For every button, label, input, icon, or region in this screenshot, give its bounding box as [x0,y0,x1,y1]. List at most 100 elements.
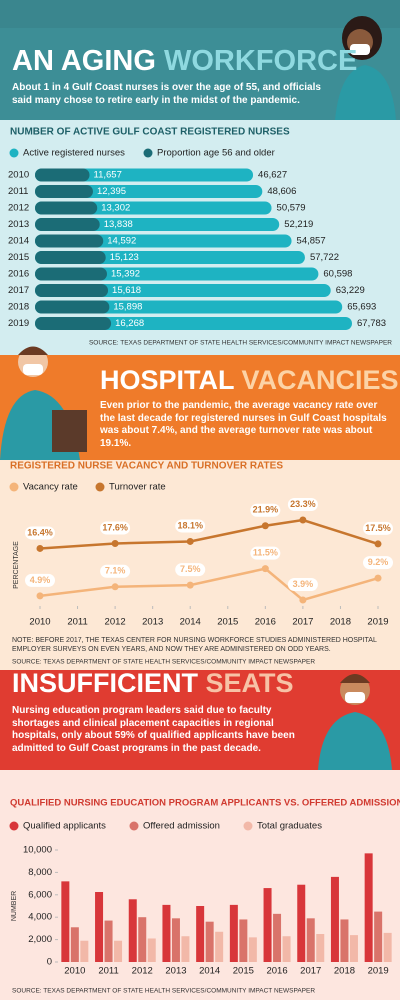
bar [205,921,214,962]
heading-part: SEATS [206,668,294,698]
bar [35,284,331,297]
bar [171,918,180,962]
y-tick-label: 2014 [8,236,29,247]
heading: HOSPITAL VACANCIES [100,365,399,395]
value-label: 14,592 [107,236,136,247]
value-label: 21.9% [253,505,279,515]
legend-swatch [9,148,19,158]
bar [95,892,104,962]
value-label: 7.5% [180,564,201,574]
line [39,567,379,602]
y-tick-label: 0 [47,957,52,968]
legend-label: Proportion age 56 and older [157,148,275,159]
value-label: 15,618 [112,285,141,296]
label-box [250,546,281,560]
bar [306,918,315,962]
intro: About 1 in 4 Gulf Coast nurses is over t… [12,82,321,106]
x-tick-label: 2015 [217,617,238,628]
legend-swatch [243,821,253,831]
value-label: 4.9% [30,575,51,585]
y-tick-label: 2012 [8,203,29,214]
bar [297,884,306,962]
bar [282,936,291,962]
value-label: 48,606 [267,186,296,197]
bar [35,168,254,182]
note: NOTE: BEFORE 2017, THE TEXAS CENTER FOR … [12,637,377,653]
value-label: 52,219 [284,219,313,230]
legend-label: Qualified applicants [23,821,106,832]
bar [138,917,147,962]
value-label: 11,657 [94,170,122,181]
bar [340,919,349,962]
legend-swatch [129,821,139,831]
x-tick-label: 2018 [330,617,351,628]
bar [263,888,272,962]
value-label: 17.6% [102,522,128,532]
y-tick-label: 8,000 [28,867,52,878]
label-box [175,519,206,533]
bar [35,317,352,330]
point [36,544,44,552]
legend-swatch [9,821,19,831]
x-tick-label: 2011 [67,617,87,628]
y-tick-label: 6,000 [28,889,52,900]
y-tick-label: 2017 [8,285,29,296]
value-label: 63,229 [336,285,365,296]
nurse-illustration [318,674,392,770]
value-label: 54,857 [297,236,326,247]
heading: INSUFFICIENT SEATS [12,668,294,698]
bar [162,904,171,962]
bar [215,931,224,962]
x-tick-label: 2011 [98,966,118,977]
point [36,592,44,600]
bar [35,251,106,264]
bar [181,936,190,962]
y-tick-label: 4,000 [28,912,52,923]
value-label: 16.4% [27,527,53,537]
x-tick-label: 2019 [368,966,389,977]
y-tick-label: 2019 [8,318,29,329]
legend-label: Offered admission [143,821,220,832]
value-label: 3.9% [293,579,314,589]
point [374,540,382,548]
point [374,574,382,582]
x-tick-label: 2014 [180,617,201,628]
value-label: 18.1% [177,520,203,530]
heading: AN AGING WORKFORCE [12,45,357,77]
y-tick-label: 10,000 [23,845,52,856]
label-box [25,526,55,540]
y-tick-label: 2010 [8,170,29,181]
bar [35,300,343,314]
bar [35,201,98,215]
x-tick-label: 2018 [334,966,355,977]
y-axis-label: NUMBER [11,891,18,921]
point [299,516,307,524]
label-box [25,573,55,587]
bar [374,911,383,962]
chart-title: QUALIFIED NURSING EDUCATION PROGRAM APPL… [10,798,400,809]
x-tick-label: 2013 [165,966,186,977]
value-label: 17.5% [365,523,391,533]
x-tick-label: 2015 [233,966,254,977]
bar [364,853,373,962]
line [39,518,379,550]
bar [35,300,110,314]
heading-part: HOSPITAL [100,365,234,395]
legend-label: Active registered nurses [23,148,125,159]
heading-part: VACANCIES [242,365,399,395]
x-tick-label: 2010 [29,617,50,628]
value-label: 60,598 [323,269,352,280]
bar [35,185,93,198]
intro: Even prior to the pandemic, the average … [100,400,387,449]
value-label: 46,627 [258,170,287,181]
source: SOURCE: TEXAS DEPARTMENT OF STATE HEALTH… [89,340,392,347]
bar [80,940,89,962]
value-label: 13,838 [104,219,133,230]
bar [383,932,392,962]
bar [35,317,112,330]
x-tick-label: 2012 [132,966,153,977]
bar [35,284,109,297]
y-tick-label: 2013 [8,219,29,230]
value-label: 15,123 [110,252,139,263]
